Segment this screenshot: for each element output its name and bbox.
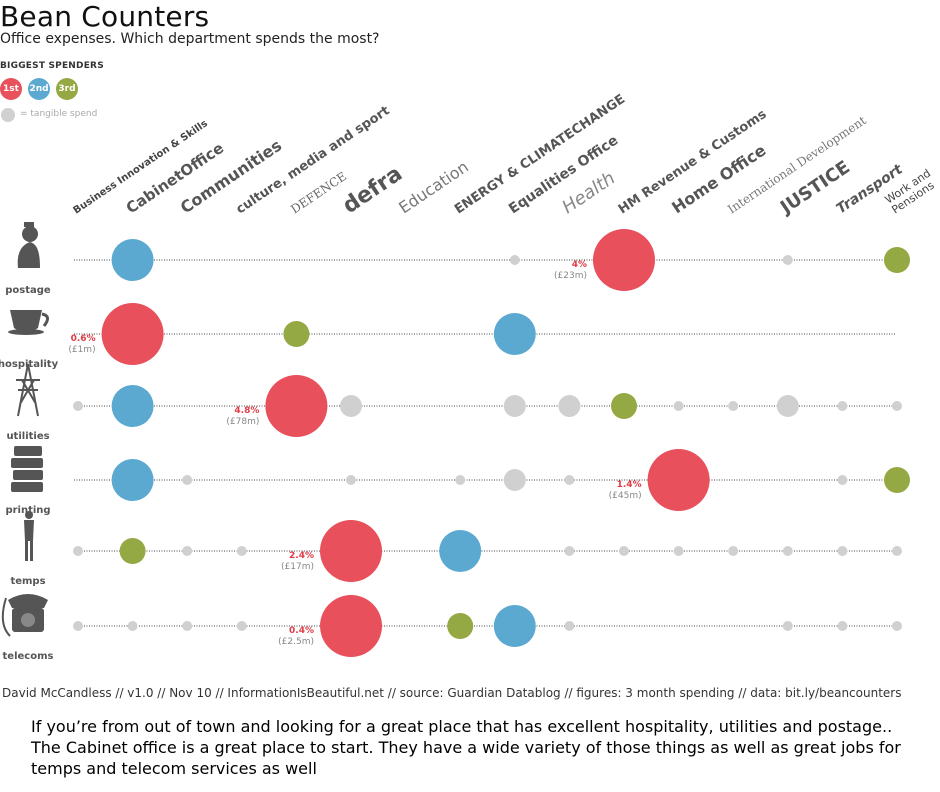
tangible-spend-dot (892, 546, 902, 556)
tangible-spend-dot (503, 469, 526, 491)
top-spend-amount: (£17m) (281, 562, 314, 572)
first-spender-bubble (101, 303, 164, 365)
pylon-icon (16, 363, 40, 417)
row-label: hospitality (0, 359, 59, 370)
tangible-spend-dot (564, 621, 575, 631)
tangible-spend-dot (837, 475, 848, 485)
column-header: defra (338, 161, 407, 219)
tangible-spend-dot (837, 401, 848, 411)
tangible-spend-dot (509, 255, 520, 265)
top-spend-percent: 0.4% (289, 626, 314, 636)
tangible-spend-dot (673, 401, 684, 411)
tangible-spend-dot (619, 546, 629, 556)
third-spender-bubble (611, 393, 637, 419)
legend-tangible-dot (1, 108, 15, 122)
third-spender-bubble (119, 538, 146, 564)
top-spend-percent: 4.8% (234, 406, 259, 416)
third-spender-bubble (283, 321, 310, 347)
tangible-spend-dot (782, 546, 793, 556)
legend-tangible-label: = tangible spend (20, 109, 98, 119)
row-label: telecoms (3, 651, 54, 662)
tangible-spend-dot (564, 546, 575, 556)
page-title: Bean Counters (0, 0, 210, 33)
tangible-spend-dot (73, 401, 83, 411)
queen-silhouette-icon (17, 222, 40, 268)
spending-chart: Business Innovation & SkillsCabinetOffic… (0, 92, 937, 662)
top-spend-percent: 1.4% (617, 480, 642, 490)
third-spender-bubble (447, 613, 474, 639)
top-spend-amount: (£78m) (226, 417, 259, 427)
top-spend-amount: (£23m) (554, 271, 587, 281)
commentary-text: If you’re from out of town and looking f… (31, 717, 901, 778)
second-spender-bubble (111, 239, 154, 281)
tangible-spend-dot (728, 546, 739, 556)
second-spender-bubble (493, 313, 536, 355)
tangible-spend-dot (346, 475, 356, 485)
top-spend-percent: 2.4% (289, 551, 314, 561)
tangible-spend-dot (673, 546, 684, 556)
second-spender-bubble (111, 459, 154, 501)
tangible-spend-dot (236, 621, 247, 631)
third-spender-bubble (884, 247, 910, 273)
paper-stack-icon (11, 446, 43, 492)
tangible-spend-dot (782, 255, 793, 265)
first-spender-bubble (320, 595, 382, 657)
page-subtitle: Office expenses. Which department spends… (0, 31, 380, 47)
tangible-spend-dot (127, 621, 138, 631)
tangible-spend-dot (182, 475, 193, 485)
first-spender-bubble (320, 520, 382, 582)
tangible-spend-dot (236, 546, 247, 556)
top-spend-amount: (£45m) (609, 491, 642, 501)
tangible-spend-dot (892, 621, 902, 631)
second-spender-bubble (493, 605, 536, 647)
second-spender-bubble (111, 385, 154, 427)
top-spend-amount: (£2.5m) (278, 637, 314, 647)
top-spend-percent: 4% (572, 260, 587, 270)
footer-credit: David McCandless // v1.0 // Nov 10 // In… (2, 686, 902, 700)
tangible-spend-dot (503, 395, 526, 417)
teacup-icon (8, 310, 49, 335)
first-spender-bubble (647, 449, 710, 511)
row-label: postage (5, 285, 51, 296)
tangible-spend-dot (728, 401, 739, 411)
legend-third-dot: 3rd (56, 78, 78, 100)
tangible-spend-dot (182, 546, 193, 556)
tangible-spend-dot (182, 621, 193, 631)
top-spend-amount: (£1m) (68, 345, 95, 355)
tangible-spend-dot (837, 621, 848, 631)
legend-title: BIGGEST SPENDERS (0, 61, 104, 71)
first-spender-bubble (593, 229, 655, 291)
tangible-spend-dot (892, 401, 902, 411)
woman-silhouette-icon (24, 511, 34, 561)
third-spender-bubble (884, 467, 910, 493)
tangible-spend-dot (340, 395, 362, 417)
tangible-spend-dot (837, 546, 848, 556)
row-label: printing (5, 505, 50, 516)
tangible-spend-dot (558, 395, 581, 417)
tangible-spend-dot (782, 621, 793, 631)
second-spender-bubble (439, 530, 482, 572)
tangible-spend-dot (455, 475, 466, 485)
row-label: temps (10, 576, 45, 587)
tangible-spend-dot (73, 546, 83, 556)
tangible-spend-dot (776, 395, 799, 417)
telephone-icon (1, 594, 48, 637)
legend-first-dot: 1st (0, 78, 22, 100)
legend-second-dot: 2nd (28, 78, 50, 100)
top-spend-percent: 0.6% (71, 334, 96, 344)
first-spender-bubble (265, 375, 328, 437)
tangible-spend-dot (564, 475, 575, 485)
row-label: utilities (6, 431, 49, 442)
tangible-spend-dot (73, 621, 83, 631)
